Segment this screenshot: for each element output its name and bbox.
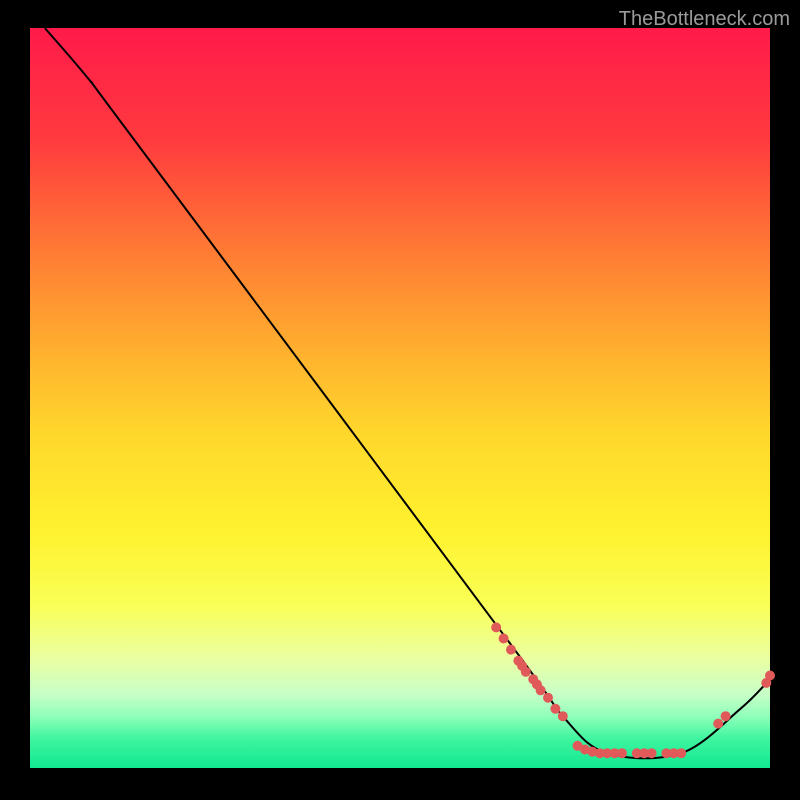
- data-point: [617, 748, 627, 758]
- chart-background: [30, 28, 770, 768]
- data-point: [558, 711, 568, 721]
- data-point: [721, 711, 731, 721]
- data-point: [550, 704, 560, 714]
- data-point: [499, 634, 509, 644]
- data-point: [676, 748, 686, 758]
- bottleneck-chart: [0, 0, 800, 800]
- watermark-text: TheBottleneck.com: [619, 8, 790, 31]
- data-point: [506, 645, 516, 655]
- data-point: [713, 719, 723, 729]
- chart-container: [0, 0, 800, 800]
- data-point: [536, 685, 546, 695]
- data-point: [521, 667, 531, 677]
- data-point: [765, 671, 775, 681]
- data-point: [543, 693, 553, 703]
- data-point: [647, 748, 657, 758]
- data-point: [491, 622, 501, 632]
